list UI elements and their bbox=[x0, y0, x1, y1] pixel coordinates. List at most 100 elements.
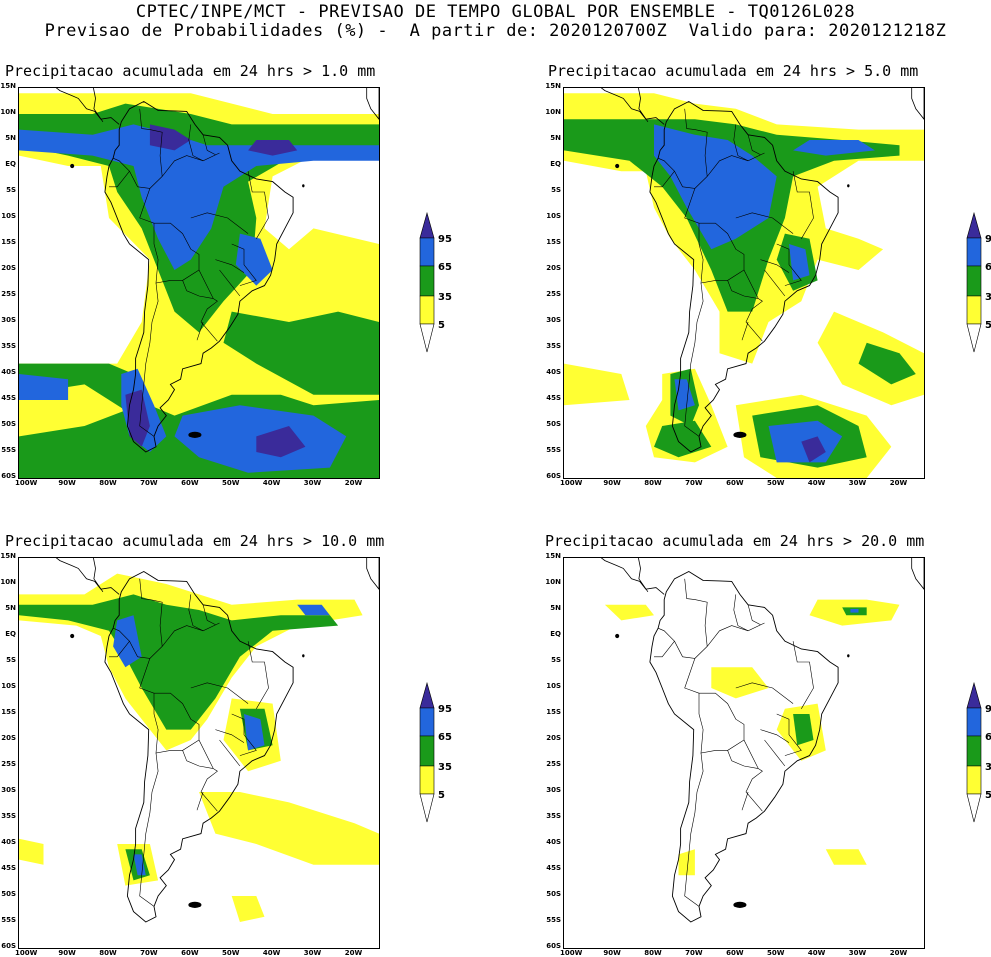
lat-tick-label: 35S bbox=[546, 812, 561, 820]
colorbar-level-label: 95 bbox=[985, 704, 991, 715]
lat-tick-label: 10S bbox=[1, 682, 16, 690]
lat-tick-label: 5S bbox=[551, 656, 561, 664]
lat-tick-label: 40S bbox=[1, 368, 16, 376]
colorbar-level-label: 5 bbox=[985, 790, 991, 801]
lat-tick-label: 15S bbox=[1, 238, 16, 246]
lat-tick-label: 15N bbox=[0, 552, 16, 560]
lat-tick-label: 15S bbox=[546, 238, 561, 246]
colorbar-level-label: 5 bbox=[438, 790, 445, 801]
colorbar-level-label: 35 bbox=[438, 292, 452, 303]
lat-tick-label: 5S bbox=[6, 186, 16, 194]
colorbar-level-label: 35 bbox=[985, 762, 991, 773]
lat-tick-label: 5N bbox=[550, 134, 561, 142]
colorbar-swatches bbox=[419, 681, 435, 823]
lon-tick-label: 20W bbox=[889, 479, 908, 487]
lat-tick-label: 25S bbox=[546, 760, 561, 768]
lat-tick-label: 30S bbox=[546, 316, 561, 324]
lat-tick-label: 60S bbox=[546, 942, 561, 950]
colorbar-level-label: 65 bbox=[985, 262, 991, 273]
colorbar-5mm: 95 65 35 5 bbox=[965, 211, 991, 354]
lat-tick-label: 10N bbox=[545, 578, 561, 586]
lon-tick-label: 60W bbox=[726, 949, 744, 957]
lat-tick-label: 30S bbox=[546, 786, 561, 794]
lon-tick-label: 50W bbox=[221, 479, 240, 487]
lon-tick-label: 90W bbox=[58, 479, 76, 487]
probability-field-map bbox=[564, 88, 924, 478]
probability-field-map bbox=[19, 558, 379, 923]
lat-tick-label: 15N bbox=[0, 82, 16, 90]
lat-tick-label: 50S bbox=[546, 890, 561, 898]
colorbar-level-label: 35 bbox=[438, 762, 452, 773]
lat-tick-label: 20S bbox=[1, 264, 16, 272]
lat-tick-label: 45S bbox=[546, 864, 561, 872]
lon-tick-label: 60W bbox=[726, 479, 744, 487]
colorbar-level-label: 95 bbox=[438, 704, 452, 715]
map-panel-20mm bbox=[563, 557, 925, 949]
lat-tick-label: 5S bbox=[551, 186, 561, 194]
lat-tick-label: EQ bbox=[550, 630, 561, 638]
lon-tick-label: 80W bbox=[644, 479, 662, 487]
lat-tick-label: 5N bbox=[550, 604, 561, 612]
panel-title-20mm: Precipitacao acumulada em 24 hrs > 20.0 … bbox=[545, 532, 925, 550]
lat-tick-label: 50S bbox=[1, 420, 16, 428]
colorbar-level-label: 65 bbox=[438, 732, 452, 743]
lat-tick-label: 30S bbox=[1, 786, 16, 794]
panel-title-10mm: Precipitacao acumulada em 24 hrs > 10.0 … bbox=[5, 532, 385, 550]
lat-tick-label: 55S bbox=[1, 916, 16, 924]
lat-tick-label: 20S bbox=[546, 264, 561, 272]
lat-tick-label: 55S bbox=[1, 446, 16, 454]
lon-tick-label: 40W bbox=[807, 949, 826, 957]
lat-tick-label: 25S bbox=[546, 290, 561, 298]
lat-tick-label: 60S bbox=[546, 472, 561, 480]
colorbar-level-label: 95 bbox=[985, 234, 991, 245]
lon-tick-label: 100W bbox=[15, 479, 38, 487]
lon-tick-label: 90W bbox=[58, 949, 76, 957]
lat-tick-label: 35S bbox=[1, 342, 16, 350]
lon-tick-label: 100W bbox=[560, 949, 583, 957]
lon-tick-label: 30W bbox=[303, 479, 322, 487]
probability-shading bbox=[604, 599, 900, 876]
lon-tick-label: 40W bbox=[262, 949, 281, 957]
lat-tick-label: 25S bbox=[1, 290, 16, 298]
lat-tick-label: 45S bbox=[1, 864, 16, 872]
colorbar-level-label: 65 bbox=[438, 262, 452, 273]
panel-title-5mm: Precipitacao acumulada em 24 hrs > 5.0 m… bbox=[548, 62, 919, 80]
lon-tick-label: 60W bbox=[181, 949, 199, 957]
lat-tick-label: 5N bbox=[5, 134, 16, 142]
lon-tick-label: 60W bbox=[181, 479, 199, 487]
lat-tick-label: 60S bbox=[1, 472, 16, 480]
lat-tick-label: 50S bbox=[1, 890, 16, 898]
colorbar-1mm: 95 65 35 5 bbox=[418, 211, 468, 354]
lat-tick-label: 10N bbox=[0, 108, 16, 116]
colorbar-10mm: 95 65 35 5 bbox=[418, 681, 468, 824]
colorbar-level-label: 5 bbox=[438, 320, 445, 331]
coastline-borders bbox=[55, 88, 379, 453]
figure-subtitle: Previsao de Probabilidades (%) - A parti… bbox=[44, 21, 947, 41]
coastline-borders bbox=[55, 558, 379, 923]
lat-tick-label: 55S bbox=[546, 916, 561, 924]
lat-tick-label: 40S bbox=[1, 838, 16, 846]
lat-tick-label: 10S bbox=[546, 682, 561, 690]
lat-tick-label: 35S bbox=[1, 812, 16, 820]
colorbar-swatches bbox=[966, 681, 982, 823]
lat-tick-label: EQ bbox=[550, 160, 561, 168]
lat-tick-label: 20S bbox=[546, 734, 561, 742]
lat-tick-label: 15S bbox=[1, 708, 16, 716]
lat-tick-label: 10S bbox=[1, 212, 16, 220]
lon-tick-label: 90W bbox=[603, 479, 621, 487]
lon-tick-label: 70W bbox=[685, 479, 703, 487]
lon-tick-label: 40W bbox=[807, 479, 826, 487]
lon-tick-label: 20W bbox=[889, 949, 908, 957]
lat-tick-label: 5N bbox=[5, 604, 16, 612]
lat-tick-label: 30S bbox=[1, 316, 16, 324]
probability-field-map bbox=[600, 558, 924, 923]
lon-tick-label: 30W bbox=[848, 479, 867, 487]
lon-tick-label: 50W bbox=[766, 949, 785, 957]
lat-tick-label: 10N bbox=[545, 108, 561, 116]
lat-tick-label: 10N bbox=[0, 578, 16, 586]
map-panel-5mm bbox=[563, 87, 925, 479]
map-panel-1mm bbox=[18, 87, 380, 479]
lon-tick-label: 50W bbox=[766, 479, 785, 487]
lon-tick-label: 30W bbox=[848, 949, 867, 957]
probability-shading bbox=[19, 93, 379, 478]
